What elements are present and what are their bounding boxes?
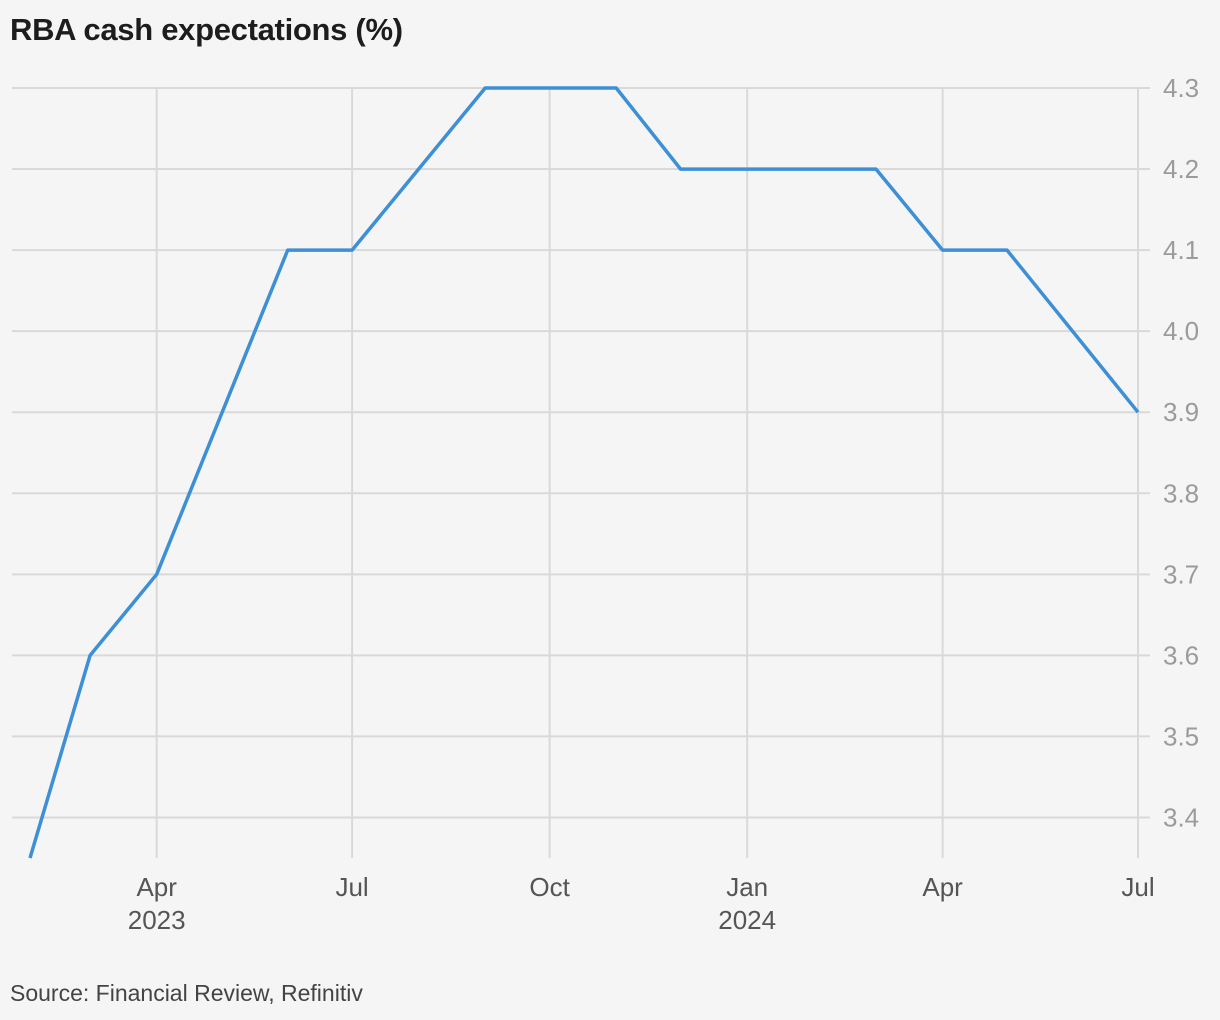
- y-tick-label: 4.0: [1163, 316, 1199, 346]
- x-gridlines: [155, 88, 1139, 858]
- y-tick-label: 4.1: [1163, 235, 1199, 265]
- y-tick-label: 4.3: [1163, 73, 1199, 103]
- y-tick-label: 3.4: [1163, 802, 1199, 832]
- x-tick-year-label: 2023: [128, 905, 186, 935]
- y-tick-label: 3.8: [1163, 478, 1199, 508]
- x-tick-label: Jan: [726, 872, 768, 902]
- series-line: [28, 86, 1140, 859]
- x-tick-label: Oct: [529, 872, 570, 902]
- series-group: [28, 86, 1140, 859]
- x-tick-label: Jul: [1121, 872, 1154, 902]
- y-tick-label: 3.9: [1163, 397, 1199, 427]
- x-tick-year-label: 2024: [718, 905, 776, 935]
- source-note: Source: Financial Review, Refinitiv: [10, 980, 363, 1006]
- x-tick-label: Apr: [922, 872, 963, 902]
- x-tick-label: Jul: [335, 872, 368, 902]
- y-gridlines: [12, 87, 1150, 819]
- y-tick-label: 3.6: [1163, 640, 1199, 670]
- y-tick-label: 3.7: [1163, 559, 1199, 589]
- y-tick-label: 4.2: [1163, 154, 1199, 184]
- chart-title: RBA cash expectations (%): [10, 12, 403, 47]
- y-axis-labels: 3.4 3.5 3.6 3.7 3.8 3.9 4.0 4.1 4.2 4.3: [1163, 73, 1199, 832]
- x-tick-label: Apr: [136, 872, 177, 902]
- y-tick-label: 3.5: [1163, 721, 1199, 751]
